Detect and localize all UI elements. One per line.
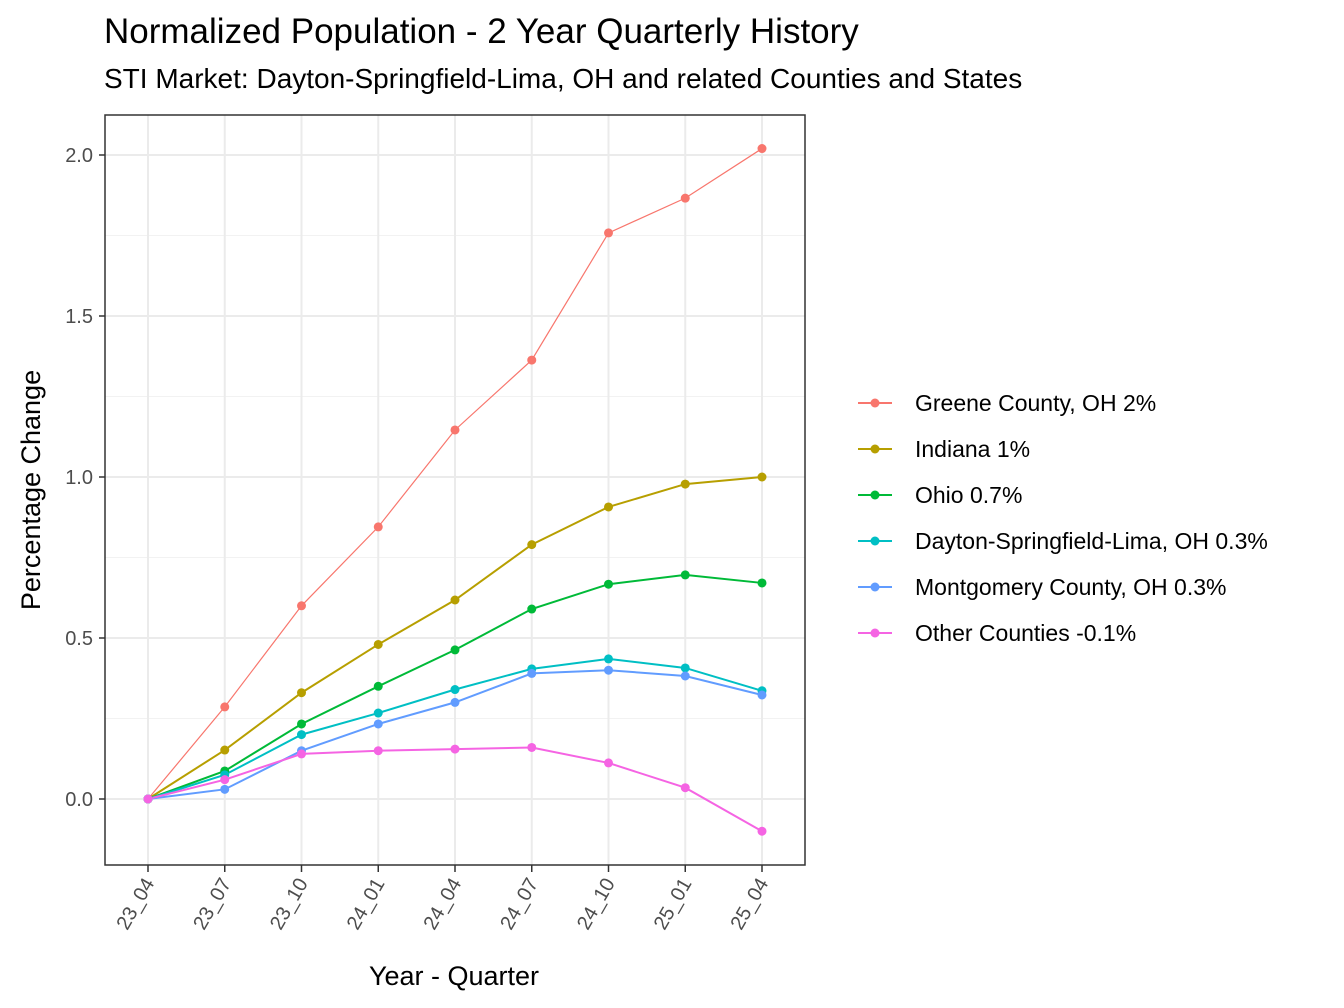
data-point <box>143 794 153 804</box>
data-point <box>680 479 690 489</box>
legend-key-icon <box>855 439 895 459</box>
legend-key-icon <box>855 393 895 413</box>
x-tick-label: 23_04 <box>112 875 159 934</box>
data-point <box>373 746 383 756</box>
x-tick-label: 24_04 <box>419 875 466 934</box>
data-point <box>297 730 306 740</box>
x-tick-label: 25_01 <box>650 875 697 934</box>
y-tick-label: 1.0 <box>65 467 93 489</box>
legend-key-icon <box>855 485 895 505</box>
data-point <box>220 784 230 794</box>
gridlines <box>105 115 805 865</box>
x-tick-label: 24_01 <box>343 875 390 934</box>
legend-key-icon <box>855 577 895 597</box>
data-point <box>757 826 767 836</box>
legend-key-icon <box>855 623 895 643</box>
data-point <box>373 681 383 691</box>
y-tick-label: 1.5 <box>65 306 93 328</box>
data-point <box>604 579 613 589</box>
data-point <box>757 144 767 154</box>
data-point <box>373 719 383 729</box>
data-point <box>297 749 306 759</box>
data-point <box>757 578 767 588</box>
y-axis-label: Percentage Change <box>16 370 46 610</box>
x-tick-label: 24_10 <box>573 875 620 934</box>
data-point <box>373 522 383 532</box>
x-tick-label: 25_04 <box>726 875 773 934</box>
data-point <box>373 639 383 649</box>
data-point <box>604 654 613 664</box>
x-axis: 23_04 23_07 23_10 24_01 24_04 24_07 24_10 25_01… <box>112 865 773 934</box>
data-point <box>527 355 537 365</box>
legend-label: Montgomery County, OH 0.3% <box>915 573 1227 600</box>
x-axis-label: Year - Quarter <box>369 961 539 991</box>
data-point <box>297 719 306 729</box>
data-point <box>757 472 767 482</box>
legend-label: Greene County, OH 2% <box>915 389 1157 416</box>
data-point <box>297 601 306 611</box>
data-point <box>527 668 537 678</box>
data-point <box>450 744 460 754</box>
data-point <box>680 663 690 673</box>
data-point <box>680 570 690 580</box>
legend-item: Dayton-Springfield-Lima, OH 0.3% <box>855 518 1268 564</box>
data-point <box>450 697 460 707</box>
legend-label: Indiana 1% <box>915 435 1031 462</box>
data-point <box>527 604 537 614</box>
data-point <box>220 775 230 785</box>
legend-item: Ohio 0.7% <box>855 472 1268 518</box>
y-tick-label: 2.0 <box>65 145 93 167</box>
legend-item: Greene County, OH 2% <box>855 380 1268 426</box>
data-point <box>680 671 690 681</box>
chart-subtitle: STI Market: Dayton-Springfield-Lima, OH … <box>104 63 1023 94</box>
y-axis: 0.0 0.5 1.0 1.5 2.0 <box>65 145 105 811</box>
data-point <box>604 502 613 512</box>
legend-item: Montgomery County, OH 0.3% <box>855 564 1268 610</box>
x-tick-label: 23_10 <box>266 875 313 934</box>
data-point <box>373 708 383 718</box>
series-points <box>143 144 767 836</box>
legend-label: Ohio 0.7% <box>915 481 1023 508</box>
y-tick-label: 0.5 <box>65 628 93 650</box>
data-point <box>450 425 460 435</box>
legend-item: Other Counties -0.1% <box>855 610 1268 656</box>
data-point <box>604 665 613 675</box>
data-point <box>680 783 690 793</box>
legend-label: Other Counties -0.1% <box>915 619 1137 646</box>
data-point <box>604 758 613 768</box>
data-point <box>680 193 690 203</box>
data-point <box>527 540 537 550</box>
data-point <box>527 742 537 752</box>
data-point <box>450 685 460 695</box>
legend: Greene County, OH 2% Indiana 1% Ohio 0.7% D… <box>855 380 1268 656</box>
data-point <box>297 688 306 698</box>
data-point <box>604 228 613 238</box>
x-tick-label: 24_07 <box>496 875 543 934</box>
legend-key-icon <box>855 531 895 551</box>
data-point <box>757 690 767 700</box>
legend-item: Indiana 1% <box>855 426 1268 472</box>
legend-label: Dayton-Springfield-Lima, OH 0.3% <box>915 527 1268 554</box>
data-point <box>450 645 460 655</box>
data-point <box>450 595 460 605</box>
y-tick-label: 0.0 <box>65 789 93 811</box>
data-point <box>220 745 230 755</box>
x-tick-label: 23_07 <box>189 875 236 934</box>
data-point <box>220 702 230 712</box>
chart-title: Normalized Population - 2 Year Quarterly… <box>104 12 859 51</box>
